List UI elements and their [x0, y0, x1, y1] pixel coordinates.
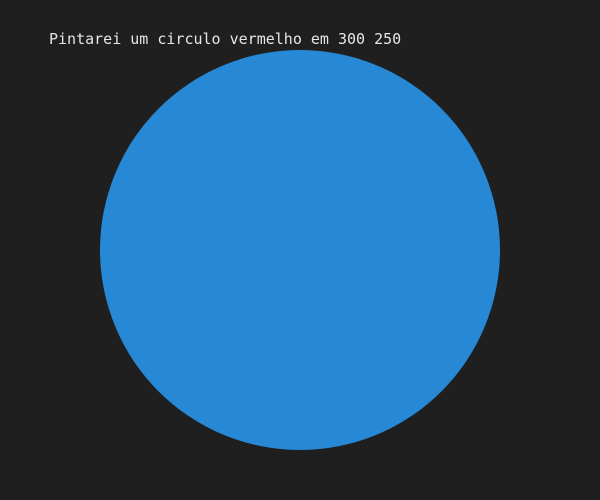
status-message: Pintarei um circulo vermelho em 300 250: [49, 30, 402, 48]
circle-shape: [100, 50, 500, 450]
